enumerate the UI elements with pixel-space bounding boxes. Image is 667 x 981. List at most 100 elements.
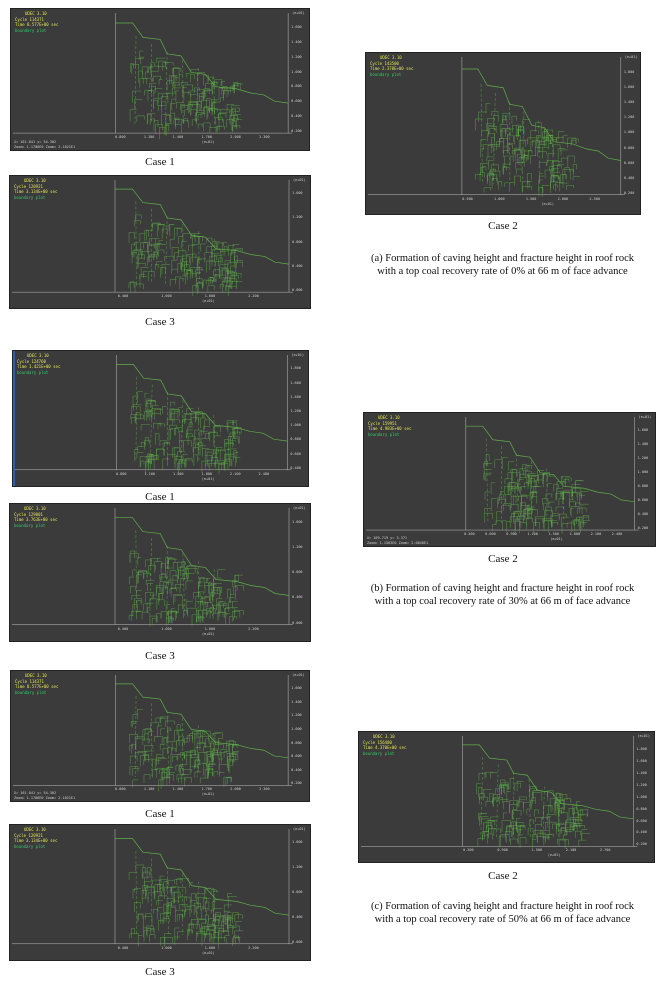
block-fragment <box>209 930 216 943</box>
block-fragment <box>559 513 567 520</box>
block-fragment <box>502 520 507 530</box>
block-fragment <box>176 914 183 922</box>
block-fragment <box>175 909 185 922</box>
block-fragment <box>172 68 182 75</box>
block-fragment <box>135 864 145 871</box>
y-tick-label: 0.800 <box>292 239 303 244</box>
block-fragment <box>529 787 536 800</box>
simulation-plot-svg <box>368 57 625 197</box>
block-fragment <box>172 891 177 904</box>
block-fragment <box>218 601 223 613</box>
fracture-column <box>196 881 199 936</box>
y-tick-label: 1.600 <box>292 191 303 196</box>
block-fragment <box>233 111 240 121</box>
block-fragment <box>234 914 243 922</box>
block-fragment <box>499 787 505 799</box>
block-fragment <box>217 612 227 620</box>
y-tick-label: 1.200 <box>623 115 635 120</box>
x-tick-label: 0.300 <box>463 848 474 853</box>
y-unit-label: (e+01) <box>637 734 650 738</box>
x-tick-label: 2.300 <box>259 787 270 792</box>
block-fragment <box>162 777 172 787</box>
case-label-c2: Case 2 <box>488 870 518 882</box>
block-fragment <box>169 279 177 287</box>
block-fragment <box>535 817 543 822</box>
block-fragment <box>206 260 215 273</box>
block-fragment <box>177 570 185 579</box>
block-fragment <box>512 124 518 133</box>
block-fragment <box>200 113 206 118</box>
block-fragment <box>501 128 511 140</box>
time-readout: Time 4.370E+00 sec <box>363 745 407 750</box>
x-tick-label: 2.000 <box>557 196 569 201</box>
block-fragment <box>157 224 165 237</box>
x-tick-label: 2.100 <box>230 471 241 476</box>
block-fragment <box>204 596 210 605</box>
udec-info-block: UDEC 3.10 Cycle 143500 Time 2.378E+00 sec b… <box>370 55 413 77</box>
y-tick-label: 1.000 <box>290 423 301 428</box>
block-fragment <box>204 432 211 440</box>
block-fragment <box>235 585 244 595</box>
block-fragment <box>225 919 231 926</box>
block-fragment <box>485 103 491 114</box>
block-fragment <box>176 774 186 780</box>
block-fragment <box>165 567 173 573</box>
block-fragment <box>229 740 234 753</box>
udec-info-block: UDEC 3.10 Cycle 159951 Time 4.983E+00 sec b… <box>368 415 411 437</box>
block-fragment <box>202 609 208 622</box>
block-fragment <box>498 181 503 190</box>
block-fragment <box>179 440 184 452</box>
block-fragment <box>175 764 183 771</box>
block-fragment <box>159 769 164 774</box>
block-fragment <box>503 150 510 158</box>
block-fragment <box>575 830 581 838</box>
fracture-column <box>166 710 170 777</box>
block-fragment <box>219 601 227 613</box>
block-fragment <box>199 430 208 442</box>
block-fragment <box>537 470 544 482</box>
block-fragment <box>145 886 155 898</box>
block-fragment <box>147 892 156 903</box>
block-fragment <box>172 575 178 586</box>
block-fragment <box>139 233 145 242</box>
block-fragment <box>548 520 552 533</box>
block-fragment <box>177 754 185 761</box>
block-fragment <box>530 130 538 141</box>
block-fragment <box>167 92 177 99</box>
block-fragment <box>218 463 225 470</box>
block-fragment <box>232 759 239 765</box>
block-fragment <box>482 831 489 840</box>
surface-profile-line <box>114 683 289 759</box>
fracture-column <box>213 889 215 936</box>
block-fragment <box>155 433 160 445</box>
block-fragment <box>528 473 536 479</box>
block-fragment <box>138 70 143 83</box>
block-fragment <box>214 255 221 264</box>
block-fragment <box>541 791 549 801</box>
block-fragment <box>571 491 580 498</box>
block-fragment <box>162 225 170 233</box>
block-fragment <box>143 774 151 783</box>
block-fragment <box>523 509 530 516</box>
x-tick-label: 2.400 <box>611 532 623 537</box>
block-fragment <box>552 160 560 171</box>
block-fragment <box>140 424 151 431</box>
block-fragment <box>227 588 231 599</box>
block-fragment <box>140 460 145 467</box>
block-fragment <box>165 115 172 127</box>
block-fragment <box>166 774 174 786</box>
block-fragment <box>552 165 562 171</box>
block-fragment <box>137 446 145 453</box>
block-fragment <box>148 459 157 471</box>
block-fragment <box>178 74 184 87</box>
block-fragment <box>155 717 164 723</box>
block-fragment <box>519 837 527 849</box>
block-fragment <box>479 172 485 181</box>
block-fragment <box>225 449 231 461</box>
block-fragment <box>581 523 586 530</box>
block-fragment <box>231 105 240 116</box>
block-fragment <box>232 107 240 114</box>
block-fragment <box>234 452 239 458</box>
block-fragment <box>184 737 190 746</box>
block-fragment <box>180 578 189 589</box>
